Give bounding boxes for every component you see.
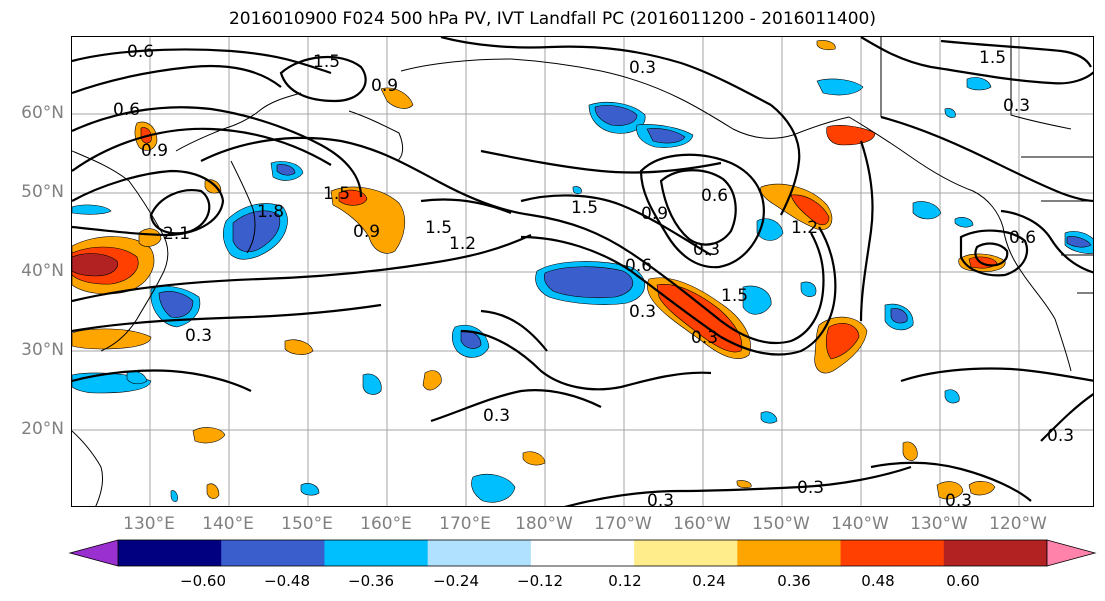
colorbar-tick-label: −0.60 [180, 572, 226, 590]
contour-label: 1.5 [571, 198, 598, 218]
contour-label: 0.3 [1003, 96, 1030, 116]
colorbar [68, 539, 1097, 567]
contour-label: 0.3 [1047, 426, 1074, 446]
colorbar-cell [943, 540, 1048, 566]
contour-label: 1.5 [313, 52, 340, 72]
contour-label: 0.3 [945, 491, 972, 507]
colorbar-cell [530, 540, 635, 566]
colorbar-max-extension [1046, 539, 1097, 567]
lat-label-30n: 30°N [21, 340, 64, 360]
colorbar-tick-label: −0.12 [517, 572, 563, 590]
contour-label: 1.5 [979, 48, 1006, 68]
colorbar-cell [118, 540, 222, 566]
contour-label: 0.3 [629, 58, 656, 78]
contour-label: 1.8 [257, 202, 284, 222]
contour-label: 0.3 [691, 328, 718, 348]
contour-label: 1.2 [791, 218, 818, 238]
contour-label: 0.3 [797, 478, 824, 498]
lat-label-50n: 50°N [21, 182, 64, 202]
negative-anomaly-regions [72, 77, 1093, 503]
contour-label: 1.5 [721, 286, 748, 306]
colorbar-tick-label: −0.48 [264, 572, 310, 590]
contour-label: 0.3 [483, 406, 510, 426]
contour-labels: 0.6 1.5 0.9 0.3 0.6 0.9 2.1 1.8 1.5 0.9 … [113, 42, 1074, 507]
contour-label: 0.3 [693, 240, 720, 260]
lon-label-120w: 120°W [989, 514, 1047, 534]
lon-label-140w: 140°W [831, 514, 889, 534]
contour-label: 0.6 [1009, 228, 1036, 248]
colorbar-cell [634, 540, 738, 566]
lon-label-130w: 130°W [910, 514, 968, 534]
lon-label-170w: 170°W [594, 514, 652, 534]
lon-label-130e: 130°E [123, 514, 175, 534]
colorbar-cell [840, 540, 945, 566]
lon-label-160e: 160°E [360, 514, 412, 534]
map-canvas: 0.6 1.5 0.9 0.3 0.6 0.9 2.1 1.8 1.5 0.9 … [72, 37, 1093, 507]
contour-label: 0.9 [641, 204, 668, 224]
colorbar-min-extension [68, 539, 119, 567]
contour-label: 0.3 [647, 491, 674, 507]
colorbar-cell [427, 540, 532, 566]
colorbar-tick-label: 0.24 [692, 572, 726, 590]
contour-label: 0.9 [371, 76, 398, 96]
contour-label: 2.1 [163, 224, 190, 244]
contour-label: 1.2 [449, 234, 476, 254]
lon-label-140e: 140°E [202, 514, 254, 534]
contour-label: 0.6 [127, 42, 154, 62]
lon-label-180w: 180°W [515, 514, 573, 534]
lon-label-150e: 150°E [281, 514, 333, 534]
contour-label: 0.6 [701, 186, 728, 206]
contour-label: 0.3 [185, 326, 212, 346]
colorbar-tick-label: 0.36 [777, 572, 811, 590]
contour-label: 1.5 [425, 218, 452, 238]
contour-label: 0.6 [113, 100, 140, 120]
colorbar-tick-label: −0.36 [348, 572, 394, 590]
colorbar-cell [737, 540, 842, 566]
lat-label-20n: 20°N [21, 419, 64, 439]
lat-label-40n: 40°N [21, 261, 64, 281]
colorbar-cell [221, 540, 325, 566]
colorbar-tick-label: 0.48 [861, 572, 895, 590]
lat-label-60n: 60°N [21, 103, 64, 123]
lon-label-160w: 160°W [673, 514, 731, 534]
contour-label: 1.5 [323, 184, 350, 204]
lon-label-170e: 170°E [439, 514, 491, 534]
map-title: 2016010900 F024 500 hPa PV, IVT Landfall… [228, 9, 876, 29]
pv-contours [72, 37, 1093, 506]
map-panel: 0.6 1.5 0.9 0.3 0.6 0.9 2.1 1.8 1.5 0.9 … [71, 36, 1094, 507]
lon-label-150w: 150°W [752, 514, 810, 534]
contour-label: 0.3 [629, 302, 656, 322]
contour-label: 0.9 [353, 222, 380, 242]
colorbar-tick-label: −0.24 [433, 572, 479, 590]
colorbar-tick-label: 0.60 [946, 572, 980, 590]
colorbar-cell [324, 540, 429, 566]
coastlines [72, 37, 1093, 506]
contour-label: 0.6 [625, 256, 652, 276]
contour-label: 0.9 [141, 141, 168, 161]
colorbar-tick-label: 0.12 [608, 572, 642, 590]
